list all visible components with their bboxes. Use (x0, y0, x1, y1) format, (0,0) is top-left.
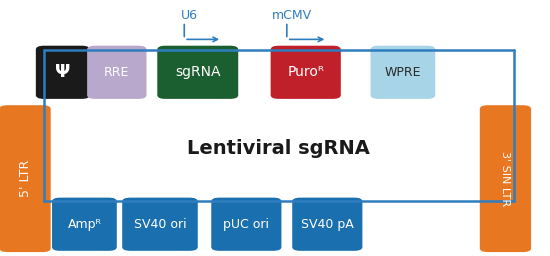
Text: pUC ori: pUC ori (223, 218, 270, 231)
FancyBboxPatch shape (122, 198, 198, 251)
FancyBboxPatch shape (211, 198, 282, 251)
FancyBboxPatch shape (52, 198, 117, 251)
Text: SV40 ori: SV40 ori (134, 218, 186, 231)
FancyBboxPatch shape (480, 105, 531, 252)
Text: RRE: RRE (104, 66, 129, 79)
Text: 5' LTR: 5' LTR (19, 160, 31, 197)
FancyBboxPatch shape (36, 46, 90, 99)
FancyBboxPatch shape (157, 46, 238, 99)
Text: Lentiviral sgRNA: Lentiviral sgRNA (188, 139, 370, 158)
Text: U6: U6 (181, 9, 198, 22)
Text: 3' SIN LTR: 3' SIN LTR (500, 151, 510, 206)
Text: Puroᴿ: Puroᴿ (287, 65, 324, 79)
FancyBboxPatch shape (87, 46, 146, 99)
FancyBboxPatch shape (371, 46, 435, 99)
FancyBboxPatch shape (0, 105, 51, 252)
Text: Ampᴿ: Ampᴿ (68, 218, 101, 231)
Text: WPRE: WPRE (384, 66, 421, 79)
Text: sgRNA: sgRNA (175, 65, 221, 79)
Text: Ψ: Ψ (55, 63, 70, 81)
Text: mCMV: mCMV (272, 9, 312, 22)
Text: SV40 pA: SV40 pA (301, 218, 354, 231)
FancyBboxPatch shape (271, 46, 341, 99)
FancyBboxPatch shape (292, 198, 362, 251)
